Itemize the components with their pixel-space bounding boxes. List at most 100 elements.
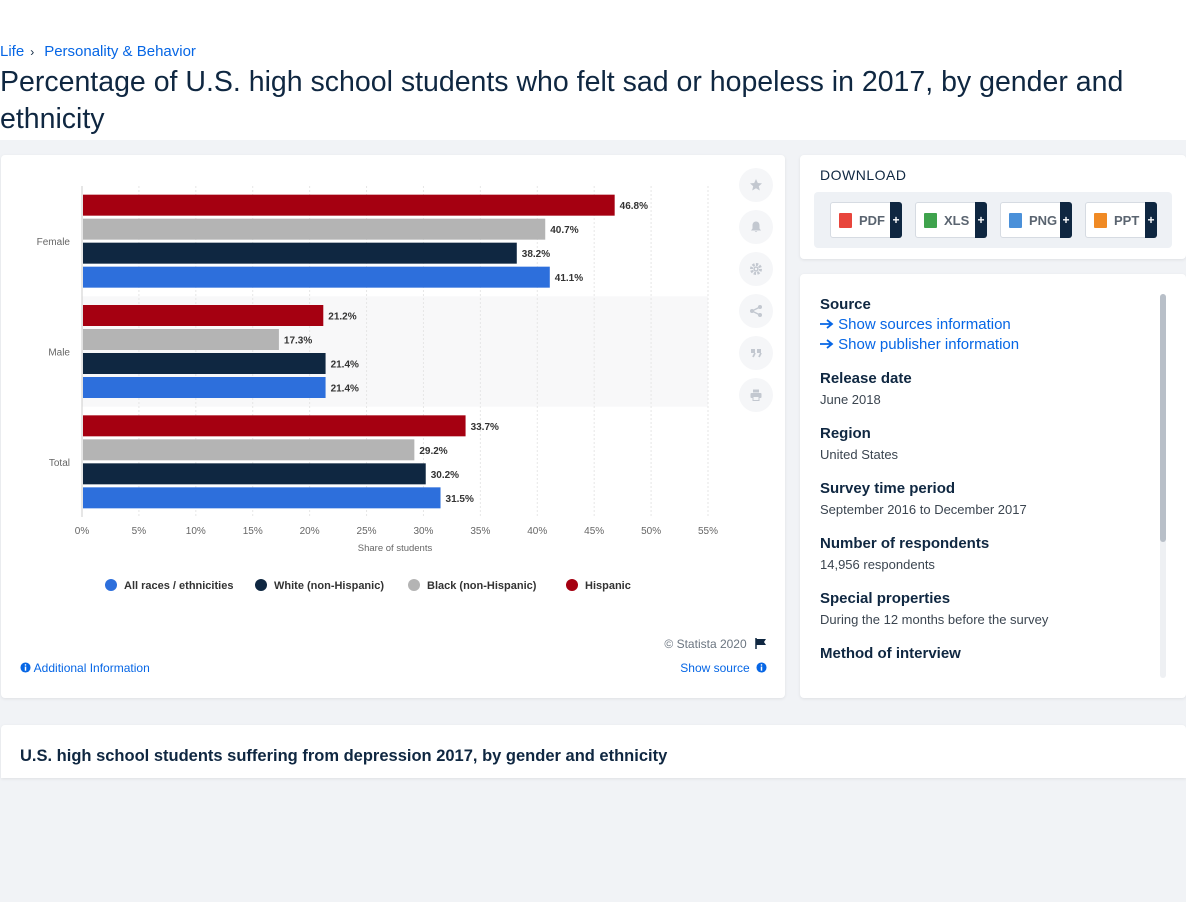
download-ppt-label: PPT bbox=[1114, 212, 1140, 228]
related-statistic-title[interactable]: U.S. high school students suffering from… bbox=[20, 747, 668, 765]
legend-label: White (non-Hispanic) bbox=[274, 580, 384, 592]
star-icon bbox=[750, 179, 762, 191]
x-tick-label: 0% bbox=[75, 526, 90, 537]
x-tick-label: 10% bbox=[186, 526, 206, 537]
download-xls-label: XLS bbox=[944, 212, 970, 228]
bar-value-label: 21.4% bbox=[331, 360, 359, 371]
related-statistic[interactable]: U.S. high school students suffering from… bbox=[1, 725, 1186, 778]
settings-button[interactable] bbox=[739, 252, 773, 286]
respondents-value: 14,956 respondents bbox=[820, 557, 935, 572]
legend-swatch bbox=[408, 579, 420, 591]
release-date-label: Release date bbox=[820, 370, 912, 387]
show-source-label: Show source bbox=[680, 661, 750, 675]
plus-icon: + bbox=[975, 202, 987, 238]
special-properties-label: Special properties bbox=[820, 590, 951, 607]
download-panel: DOWNLOAD PDF + XLS + PNG + PPT + bbox=[800, 155, 1186, 259]
png-file-icon bbox=[1009, 212, 1022, 228]
region-value: United States bbox=[820, 447, 899, 462]
show-source-link[interactable]: Show source bbox=[680, 661, 767, 675]
page-title: Percentage of U.S. high school students … bbox=[0, 66, 1124, 135]
statistic-info-panel: Source Show sources information Show pub… bbox=[800, 274, 1186, 698]
x-tick-label: 35% bbox=[470, 526, 490, 537]
show-sources-label: Show sources information bbox=[838, 316, 1011, 333]
bar bbox=[83, 439, 415, 461]
print-button[interactable] bbox=[739, 378, 773, 412]
legend-label: Hispanic bbox=[585, 580, 631, 592]
category-label: Female bbox=[37, 237, 71, 248]
bar bbox=[83, 487, 441, 509]
plus-icon: + bbox=[1060, 202, 1072, 238]
arrow-right-icon bbox=[820, 319, 834, 329]
info-icon bbox=[20, 662, 31, 673]
download-pdf-button[interactable]: PDF + bbox=[830, 202, 902, 238]
chart-panel: 0% 5% 10% 15% 20% 25% 30% 35% 40% 45% 50% 55% Female… bbox=[1, 155, 785, 698]
quote-icon bbox=[751, 349, 762, 358]
bar-value-label: 33.7% bbox=[471, 422, 499, 433]
x-tick-label: 15% bbox=[243, 526, 263, 537]
bar-value-label: 41.1% bbox=[555, 273, 583, 284]
x-tick-label: 5% bbox=[132, 526, 147, 537]
region-label: Region bbox=[820, 425, 871, 442]
info-icon bbox=[756, 662, 767, 673]
bar-value-label: 21.2% bbox=[328, 312, 356, 323]
additional-information-link[interactable]: Additional Information bbox=[20, 661, 150, 675]
bar-value-label: 40.7% bbox=[550, 225, 578, 236]
download-ppt-button[interactable]: PPT + bbox=[1085, 202, 1157, 238]
x-tick-label: 30% bbox=[413, 526, 433, 537]
special-properties-value: During the 12 months before the survey bbox=[820, 612, 1049, 627]
x-tick-label: 50% bbox=[641, 526, 661, 537]
download-xls-button[interactable]: XLS + bbox=[915, 202, 987, 238]
survey-period-label: Survey time period bbox=[820, 480, 956, 497]
bar bbox=[83, 353, 326, 374]
show-sources-link[interactable]: Show sources information bbox=[820, 316, 1150, 333]
breadcrumb-life[interactable]: Life bbox=[0, 43, 25, 60]
show-publisher-label: Show publisher information bbox=[838, 336, 1020, 353]
download-png-button[interactable]: PNG + bbox=[1000, 202, 1072, 238]
chart-toolbar bbox=[739, 168, 773, 420]
respondents-label: Number of respondents bbox=[820, 535, 990, 552]
bar bbox=[83, 218, 546, 240]
show-publisher-link[interactable]: Show publisher information bbox=[820, 336, 1150, 353]
bar-value-label: 17.3% bbox=[284, 336, 312, 347]
bar bbox=[83, 377, 326, 398]
share-button[interactable] bbox=[739, 294, 773, 328]
legend-swatch bbox=[566, 579, 578, 591]
info-list: Source Show sources information Show pub… bbox=[820, 296, 1150, 662]
flag-icon[interactable] bbox=[755, 638, 767, 649]
ppt-file-icon bbox=[1094, 212, 1107, 228]
bar-value-label: 21.4% bbox=[331, 384, 359, 395]
breadcrumb: Life › Personality & Behavior bbox=[0, 43, 196, 60]
notification-button[interactable] bbox=[739, 210, 773, 244]
release-date-value: June 2018 bbox=[820, 392, 881, 407]
pdf-file-icon bbox=[839, 212, 852, 228]
bar-value-label: 30.2% bbox=[431, 470, 459, 481]
bar bbox=[83, 266, 550, 288]
breadcrumb-personality[interactable]: Personality & Behavior bbox=[44, 43, 196, 60]
breadcrumb-separator: › bbox=[30, 44, 35, 59]
arrow-right-icon bbox=[820, 339, 834, 349]
bar-value-label: 31.5% bbox=[446, 494, 474, 505]
category-label: Male bbox=[48, 348, 70, 359]
favorite-button[interactable] bbox=[739, 168, 773, 202]
copyright-text: © Statista 2020 bbox=[664, 637, 747, 651]
bar bbox=[83, 194, 615, 216]
print-icon bbox=[750, 389, 762, 401]
bar bbox=[83, 463, 426, 485]
header-area: Life › Personality & Behavior Percentage… bbox=[0, 0, 1186, 140]
copyright: © Statista 2020 bbox=[664, 637, 767, 651]
xls-file-icon bbox=[924, 212, 937, 228]
cite-button[interactable] bbox=[739, 336, 773, 370]
bar bbox=[83, 415, 466, 437]
info-scrollbar-thumb[interactable] bbox=[1160, 294, 1166, 542]
bar bbox=[83, 305, 324, 326]
bar-value-label: 46.8% bbox=[620, 201, 648, 212]
gear-icon bbox=[750, 263, 762, 275]
plus-icon: + bbox=[1145, 202, 1157, 238]
bar-value-label: 29.2% bbox=[419, 446, 447, 457]
additional-information-label: Additional Information bbox=[33, 661, 150, 675]
info-scrollbar[interactable] bbox=[1160, 294, 1166, 678]
bar-chart: 0% 5% 10% 15% 20% 25% 30% 35% 40% 45% 50% 55% Female… bbox=[37, 186, 718, 592]
x-tick-label: 55% bbox=[698, 526, 718, 537]
x-tick-label: 45% bbox=[584, 526, 604, 537]
x-tick-label: 20% bbox=[300, 526, 320, 537]
